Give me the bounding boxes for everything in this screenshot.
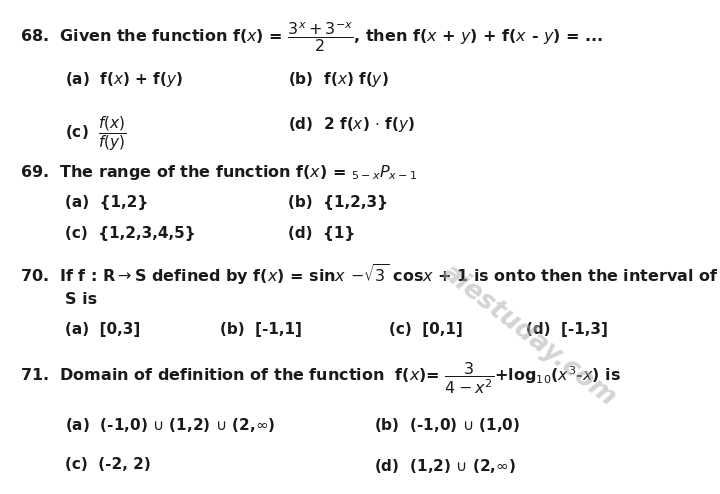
Text: (b)  f($x$) f($y$): (b) f($x$) f($y$) [288,70,389,89]
Text: 70.  If f : R$\rightarrow$S defined by f($x$) = sin$x$ $-\sqrt{3}$ cos$x$ + 1 is: 70. If f : R$\rightarrow$S defined by f(… [20,262,719,287]
Text: (b)  [-1,1]: (b) [-1,1] [220,322,302,337]
Text: (b)  {1,2,3}: (b) {1,2,3} [288,195,388,210]
Text: (c)  {1,2,3,4,5}: (c) {1,2,3,4,5} [65,226,195,241]
Text: (d)  [-1,3]: (d) [-1,3] [526,322,608,337]
Text: (c)  $\dfrac{f(x)}{f(y)}$: (c) $\dfrac{f(x)}{f(y)}$ [65,115,127,153]
Text: (a)  (-1,0) $\cup$ (1,2) $\cup$ (2,$\infty$): (a) (-1,0) $\cup$ (1,2) $\cup$ (2,$\inft… [65,416,275,434]
Text: (c)  (-2, 2): (c) (-2, 2) [65,457,150,472]
Text: S is: S is [65,292,97,307]
Text: 69.  The range of the function f($x$) = $_{5-x}P_{x-1}$: 69. The range of the function f($x$) = $… [20,163,418,182]
Text: (a)  [0,3]: (a) [0,3] [65,322,140,337]
Text: (d)  (1,2) $\cup$ (2,$\infty$): (d) (1,2) $\cup$ (2,$\infty$) [374,457,516,475]
Text: (a)  f($x$) + f($y$): (a) f($x$) + f($y$) [65,70,183,89]
Text: (d)  {1}: (d) {1} [288,226,355,241]
Text: (b)  (-1,0) $\cup$ (1,0): (b) (-1,0) $\cup$ (1,0) [374,416,521,434]
Text: (c)  [0,1]: (c) [0,1] [389,322,462,337]
Text: (d)  2 f($x$) $\cdot$ f($y$): (d) 2 f($x$) $\cdot$ f($y$) [288,115,415,133]
Text: 68.  Given the function f($x$) = $\dfrac{3^x+3^{-x}}{2}$, then f($x$ + $y$) + f(: 68. Given the function f($x$) = $\dfrac{… [20,21,603,54]
Text: (a)  {1,2}: (a) {1,2} [65,195,148,210]
Text: aiestuday.com: aiestuday.com [437,260,621,412]
Text: 71.  Domain of definition of the function  f($x$)= $\dfrac{3}{4-x^2}$+log$_{10}$: 71. Domain of definition of the function… [20,361,621,396]
